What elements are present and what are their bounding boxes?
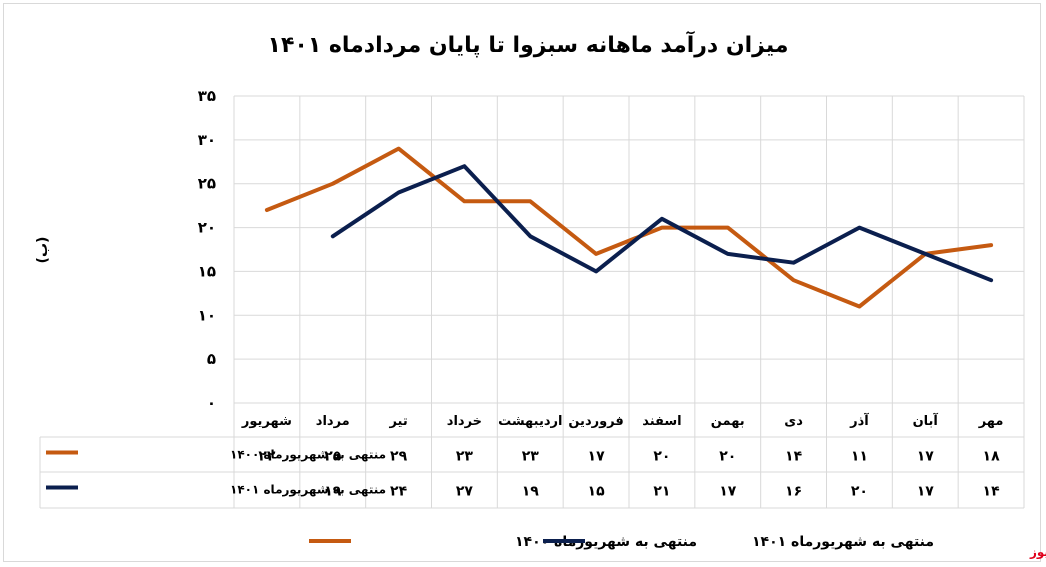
series-line-2 [330,164,994,283]
legend: منتهی به شهریورماه ۱۴۰۰ منتهی به شهریورما… [309,534,934,550]
table-cell: ۱۴ [983,484,1001,500]
series-line-1 [264,146,994,309]
x-category-label: تیر [388,414,407,429]
x-category-label: فروردین [568,414,623,429]
y-tick-label: ۵ [207,350,216,368]
table-cell: ۱۸ [983,449,1001,465]
chart-frame [3,3,1041,562]
table-cell: ۲۴ [390,484,408,500]
table-cell: ۱۹ [324,484,342,500]
table-cell: ۲۲ [258,449,276,465]
x-category-label: خرداد [447,414,482,429]
x-category-label: آذر [849,412,869,429]
legend-entry-2: منتهی به شهریورماه ۱۴۰۱ [752,534,934,550]
y-axis-unit-label: (ب) [35,237,51,264]
table-cell: ۲۰ [719,449,736,465]
y-tick-label: ۳۰ [198,131,216,149]
table-cell: ۲۳ [522,449,540,465]
y-tick-label: ۲۵ [198,175,216,193]
x-category-label: بهمن [711,414,745,429]
chart-title: میزان درآمد ماهانه سبزوا تا پایان مردادم… [268,30,789,58]
legend-entry-1: منتهی به شهریورماه ۱۴۰۰ [515,534,697,550]
series-lines [264,146,994,309]
table-cell: ۱۷ [719,484,737,500]
gridlines [233,95,1025,508]
x-category-label: مهر [978,414,1004,429]
table-cell: ۱۴ [785,449,803,465]
y-tick-label: ۱۰ [198,306,216,324]
table-cell: ۲۱ [653,484,670,500]
table-row-label: منتهی به شهریورماه ۱۴۰۱ [230,483,386,498]
y-tick-label: ۲۰ [198,219,216,237]
table-cell: ۱۷ [588,449,606,465]
y-tick-label: ۳۵ [198,87,216,105]
x-category-label: دی [784,414,803,429]
table-cell: ۱۹ [522,484,540,500]
source-label: بورس نیوز [1029,545,1046,560]
table-cell: ۲۵ [324,449,342,465]
x-category-label: آبان [913,412,939,429]
y-axis-ticks: ۰ ۵ ۱۰ ۱۵ ۲۰ ۲۵ ۳۰ ۳۵ [198,87,216,412]
table-cell: ۱۱ [851,449,868,465]
table-cell: ۲۰ [851,484,868,500]
table-cell: ۲۹ [390,449,408,465]
data-table: مهر آبان آذر دی بهمن اسفند فروردین اردیبهشت خردا… [39,412,1024,509]
table-cell: ۱۷ [917,484,935,500]
table-cell: ۱۵ [588,484,606,500]
table-cell: ۲۳ [456,449,474,465]
table-cell: ۲۷ [456,484,474,500]
x-category-label: اسفند [642,414,681,429]
table-cell: ۲۰ [653,449,670,465]
x-category-label: اردیبهشت [498,414,562,429]
y-tick-label: ۰ [207,394,216,412]
x-category-label: شهریور [241,414,292,429]
table-cell: ۱۶ [785,484,802,500]
table-row-label: منتهی به شهریورماه ۱۴۰۰ [230,448,386,463]
x-category-label: مرداد [316,414,350,429]
table-cell: ۱۷ [917,449,935,465]
y-tick-label: ۱۵ [198,262,216,280]
